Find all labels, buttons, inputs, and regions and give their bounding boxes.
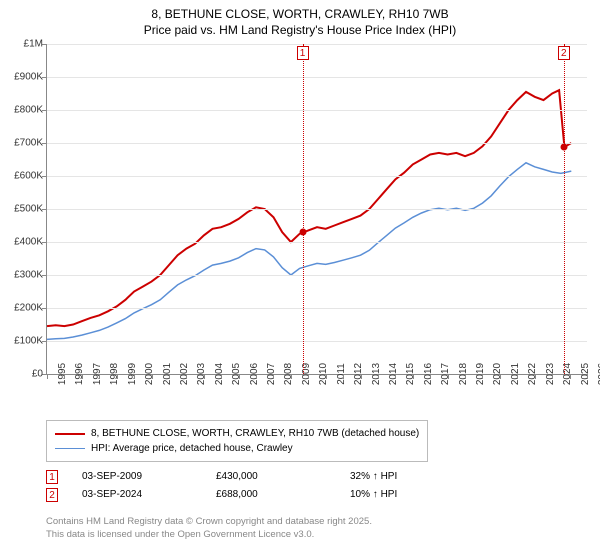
event-date: 03-SEP-2009: [82, 468, 192, 486]
event-marker-2: 2: [558, 46, 570, 60]
series-hpi: [47, 163, 571, 340]
gridline-h: [47, 275, 587, 276]
gridline-h: [47, 209, 587, 210]
event-date: 03-SEP-2024: [82, 486, 192, 504]
event-dot-2: [560, 143, 567, 150]
gridline-h: [47, 110, 587, 111]
plot-area: £0£100K£200K£300K£400K£500K£600K£700K£80…: [46, 44, 587, 375]
y-axis-label: £700K: [14, 138, 47, 149]
event-price: £430,000: [216, 468, 326, 486]
y-axis-label: £800K: [14, 105, 47, 116]
legend-swatch-hpi: [55, 448, 85, 449]
gridline-h: [47, 77, 587, 78]
gridline-h: [47, 143, 587, 144]
y-axis-label: £900K: [14, 72, 47, 83]
y-axis-label: £600K: [14, 171, 47, 182]
gridline-h: [47, 242, 587, 243]
event-dot-1: [299, 229, 306, 236]
event-row-marker: 2: [46, 488, 58, 502]
footer-text: Contains HM Land Registry data © Crown c…: [46, 516, 372, 542]
title-line1: 8, BETHUNE CLOSE, WORTH, CRAWLEY, RH10 7…: [0, 6, 600, 22]
events-table: 1 03-SEP-2009 £430,000 32% ↑ HPI 2 03-SEP-202…: [46, 468, 397, 504]
gridline-h: [47, 176, 587, 177]
x-axis-label: 2026: [587, 363, 600, 385]
legend-row-property: 8, BETHUNE CLOSE, WORTH, CRAWLEY, RH10 7…: [55, 426, 419, 441]
y-axis-label: £100K: [14, 336, 47, 347]
legend-box: 8, BETHUNE CLOSE, WORTH, CRAWLEY, RH10 7…: [46, 420, 428, 462]
event-row-marker: 1: [46, 470, 58, 484]
legend-swatch-property: [55, 433, 85, 435]
gridline-h: [47, 44, 587, 45]
legend-row-hpi: HPI: Average price, detached house, Craw…: [55, 441, 419, 456]
y-axis-label: £0: [32, 369, 47, 380]
event-row-1: 1 03-SEP-2009 £430,000 32% ↑ HPI: [46, 468, 397, 486]
title-line2: Price paid vs. HM Land Registry's House …: [0, 22, 600, 38]
event-vline-1: [303, 44, 304, 374]
event-marker-1: 1: [297, 46, 309, 60]
legend-label-hpi: HPI: Average price, detached house, Craw…: [91, 441, 293, 456]
chart-titles: 8, BETHUNE CLOSE, WORTH, CRAWLEY, RH10 7…: [0, 0, 600, 38]
y-axis-label: £300K: [14, 270, 47, 281]
event-delta: 32% ↑ HPI: [350, 468, 397, 486]
footer-line1: Contains HM Land Registry data © Crown c…: [46, 516, 372, 529]
legend-label-property: 8, BETHUNE CLOSE, WORTH, CRAWLEY, RH10 7…: [91, 426, 419, 441]
y-axis-label: £200K: [14, 303, 47, 314]
event-delta: 10% ↑ HPI: [350, 486, 397, 504]
y-axis-label: £500K: [14, 204, 47, 215]
event-vline-2: [564, 44, 565, 374]
footer-line2: This data is licensed under the Open Gov…: [46, 529, 372, 542]
event-price: £688,000: [216, 486, 326, 504]
gridline-h: [47, 341, 587, 342]
event-row-2: 2 03-SEP-2024 £688,000 10% ↑ HPI: [46, 486, 397, 504]
y-axis-label: £400K: [14, 237, 47, 248]
y-axis-label: £1M: [24, 39, 47, 50]
gridline-h: [47, 308, 587, 309]
